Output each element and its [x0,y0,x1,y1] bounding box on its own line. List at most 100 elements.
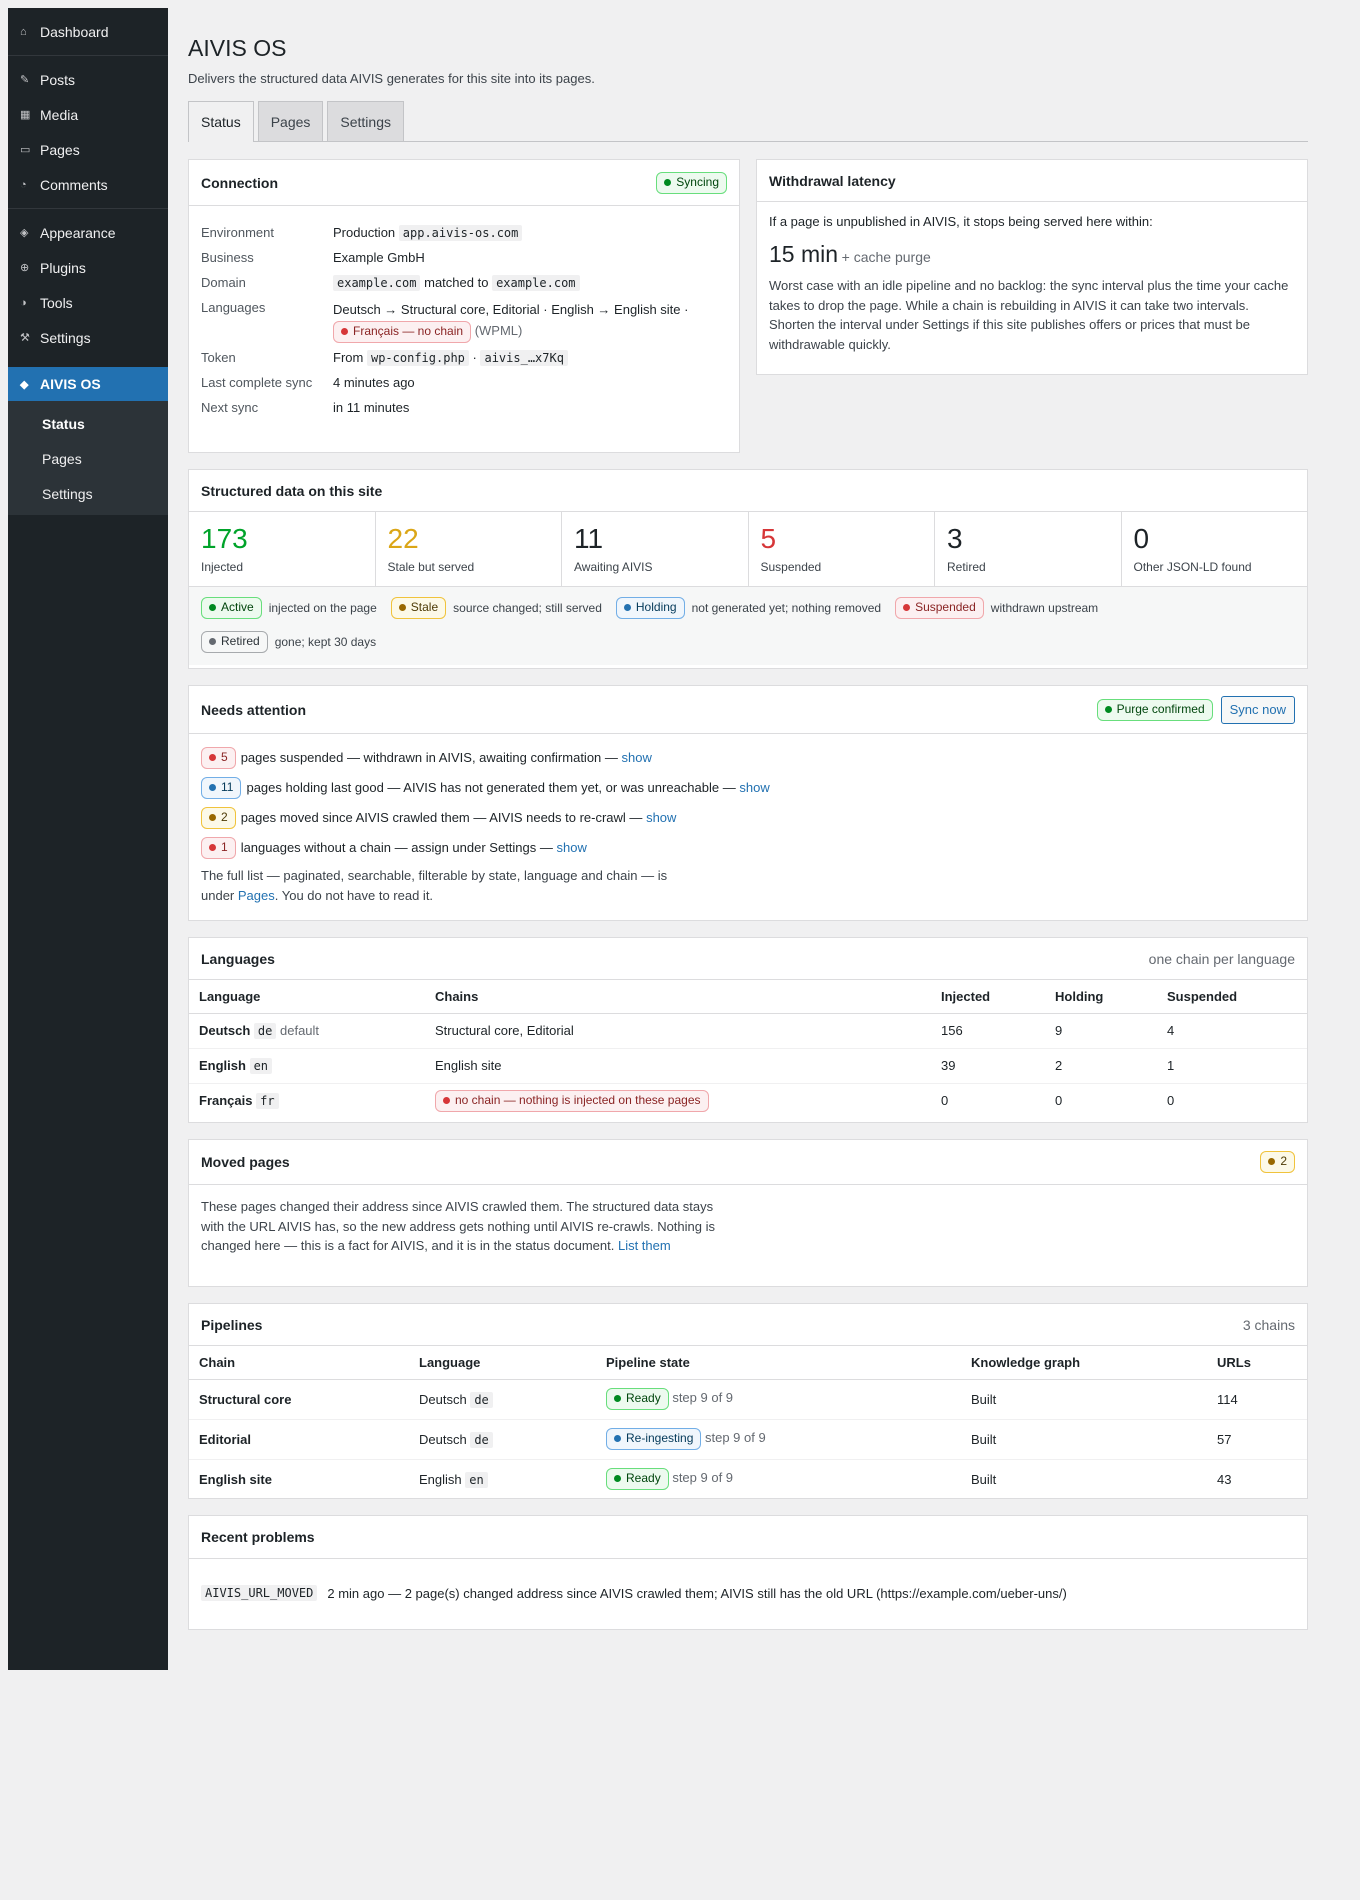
stat-awaiting: 11 Awaiting AIVIS [562,512,749,586]
business-label: Business [201,250,254,265]
show-link[interactable]: show [556,840,587,855]
stat-value: 22 [387,523,419,554]
list-them-link[interactable]: List them [617,1238,671,1253]
state-legend: Active injected on the page Stale source c… [189,587,1307,665]
sidebar-item-pages[interactable]: ▭ Pages [8,132,168,167]
no-chain-badge: Français — no chain [333,321,472,343]
stat-value: 0 [1133,523,1150,554]
language-cell: Deutsch de [409,1379,596,1420]
column-header: Language [409,1346,596,1380]
status-dot-icon [209,783,216,791]
languages-table: Language Chains Injected Holding Suspend… [189,980,1307,1118]
card-title: Structured data on this site [201,482,383,499]
tab-settings[interactable]: Settings [327,101,404,141]
tab-bar: Status Pages Settings [188,101,1308,142]
admin-sidebar: ⌂ Dashboard ✎ Posts ▦ Media ▭ Pages ◔ Co… [8,8,168,1670]
sidebar-item-label: Appearance [40,224,116,241]
business-value: Example GmbH [333,250,425,265]
ready-badge: Ready [606,1468,669,1491]
urls-cell: 114 [1207,1379,1307,1420]
sidebar-item-label: Pages [40,141,80,158]
column-header: Chain [189,1346,409,1380]
suspended-cell: 4 [1157,1013,1307,1049]
show-link[interactable]: show [621,750,652,765]
language-cell: Deutsch de default [189,1013,425,1049]
table-header-row: Language Chains Injected Holding Suspend… [189,980,1307,1014]
sidebar-item-dashboard[interactable]: ⌂ Dashboard [8,14,168,49]
latency-value: 15 min [769,241,839,267]
legend-item: Holding not generated yet; nothing remove… [615,597,881,619]
legend-item: Stale source changed; still served [390,597,602,619]
show-link[interactable]: show [739,780,770,795]
table-row: Deutsch de default Structural core, Edit… [189,1013,1307,1049]
show-link[interactable]: show [646,810,677,825]
stat-retired: 3 Retired [935,512,1122,586]
submenu-item-settings[interactable]: Settings [42,485,93,502]
suspended-cell: 0 [1167,1093,1175,1109]
stat-label: Retired [947,560,986,574]
status-dot-icon [614,1475,621,1483]
stat-label: Awaiting AIVIS [574,560,653,574]
holding-cell: 9 [1045,1013,1157,1049]
sidebar-item-aivis-os[interactable]: ◆ AIVIS OS [8,367,168,401]
column-header: Chains [425,980,931,1014]
sidebar-item-label: AIVIS OS [40,376,101,392]
stat-value: 5 [760,523,777,554]
tab-status[interactable]: Status [188,101,254,142]
sidebar-item-comments[interactable]: ◔ Comments [8,167,168,202]
stat-row: 173 Injected 22 Stale but served 11 Awaitin… [189,512,1307,587]
environment-label: Environment [201,225,274,240]
submenu-item-status[interactable]: Status [42,415,85,432]
sync-now-button[interactable]: Sync now [1220,695,1295,724]
attention-row: 2 pages moved since AIVIS crawled them — … [201,806,1295,829]
status-dot-icon [623,604,631,611]
page-description: Delivers the structured data AIVIS gener… [188,71,595,86]
stat-suspended: 5 Suspended [749,512,935,586]
count-badge: 11 [201,776,242,799]
sidebar-item-tools[interactable]: ◑ Tools [8,285,168,320]
column-header: Suspended [1157,980,1307,1014]
sidebar-item-media[interactable]: ▦ Media [8,97,168,132]
token-label: Token [201,350,236,365]
active-badge: Active [201,597,262,619]
column-header: URLs [1207,1346,1307,1380]
chains-cell: no chain — nothing is injected on these … [425,1083,931,1118]
column-header: Pipeline state [596,1346,961,1380]
count-badge: 2 [201,806,236,829]
table-row: Editorial Deutsch de Re-ingesting step 9… [189,1419,1307,1460]
legend-item: Suspended withdrawn upstream [895,597,1098,619]
tab-pages[interactable]: Pages [257,101,324,141]
stat-label: Suspended [760,560,822,574]
stat-value: 3 [947,523,963,554]
status-dot-icon [614,1435,621,1442]
pages-link[interactable]: Pages [237,887,275,903]
attention-row: 5 pages suspended — withdrawn in AIVIS, a… [201,746,1295,769]
column-header: Holding [1045,980,1157,1014]
holding-cell: 2 [1045,1048,1157,1084]
pipelines-card: Pipelines 3 chains Chain Language Pipeli… [188,1303,1308,1499]
attention-row: 11 pages holding last good — AIVIS has no… [201,776,1295,799]
injected-cell: 0 [941,1093,949,1109]
holding-cell: 0 [1055,1093,1063,1109]
status-badge: Syncing [656,171,727,194]
count-badge: 5 [201,746,236,769]
structured-data-card: Structured data on this site 173 Injected… [188,469,1308,669]
plugin-icon: ⊕ [20,262,30,274]
problem-row: AIVIS_URL_MOVED 2 min ago — 2 page(s) ch… [189,1559,1307,1601]
connection-card: Connection Syncing Environment Production… [188,159,740,453]
sidebar-item-appearance[interactable]: ◈ Appearance [8,215,168,250]
state-cell: Re-ingesting step 9 of 9 [596,1419,961,1460]
card-title: Languages [201,950,275,967]
sidebar-submenu: Status Pages Settings [8,401,168,515]
sidebar-item-plugins[interactable]: ⊕ Plugins [8,250,168,285]
next-sync-value: in 11 minutes [333,400,410,415]
status-dot-icon [209,753,216,761]
submenu-item-pages[interactable]: Pages [42,450,82,467]
latency-card: Withdrawal latency If a page is unpublis… [756,159,1308,375]
stat-injected: 173 Injected [189,512,376,586]
legend-item: Retired gone; kept 30 days [201,631,376,653]
chains-cell: English site [425,1048,931,1084]
diamond-icon: ◆ [20,378,29,391]
sidebar-item-posts[interactable]: ✎ Posts [8,62,168,97]
sidebar-item-settings[interactable]: ⚒ Settings [8,320,168,355]
